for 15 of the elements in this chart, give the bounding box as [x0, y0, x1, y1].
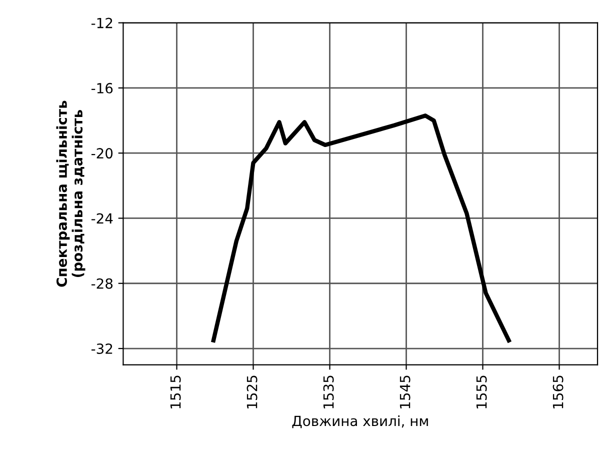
x-tick-label: 1525 [246, 376, 258, 408]
y-tick-label: -28 [91, 278, 113, 289]
x-tick-label: 1515 [170, 376, 181, 408]
y-tick-label: -20 [91, 148, 113, 159]
x-tick-label: 1555 [476, 376, 487, 408]
y-axis-title: Спектральна щільність (роздільна здатність [56, 100, 86, 287]
y-tick-label: -32 [91, 343, 112, 354]
y-tick-label: -16 [91, 82, 113, 94]
x-tick-label: 1565 [552, 376, 564, 408]
y-tick-label: -24 [91, 213, 113, 224]
x-tick-label: 1545 [400, 376, 410, 408]
y-tick-label: -12 [91, 18, 112, 28]
x-tick-label: 1535 [323, 376, 334, 408]
x-axis-title: Довжина хвилі, нм [292, 415, 428, 428]
line-series [211, 114, 511, 342]
